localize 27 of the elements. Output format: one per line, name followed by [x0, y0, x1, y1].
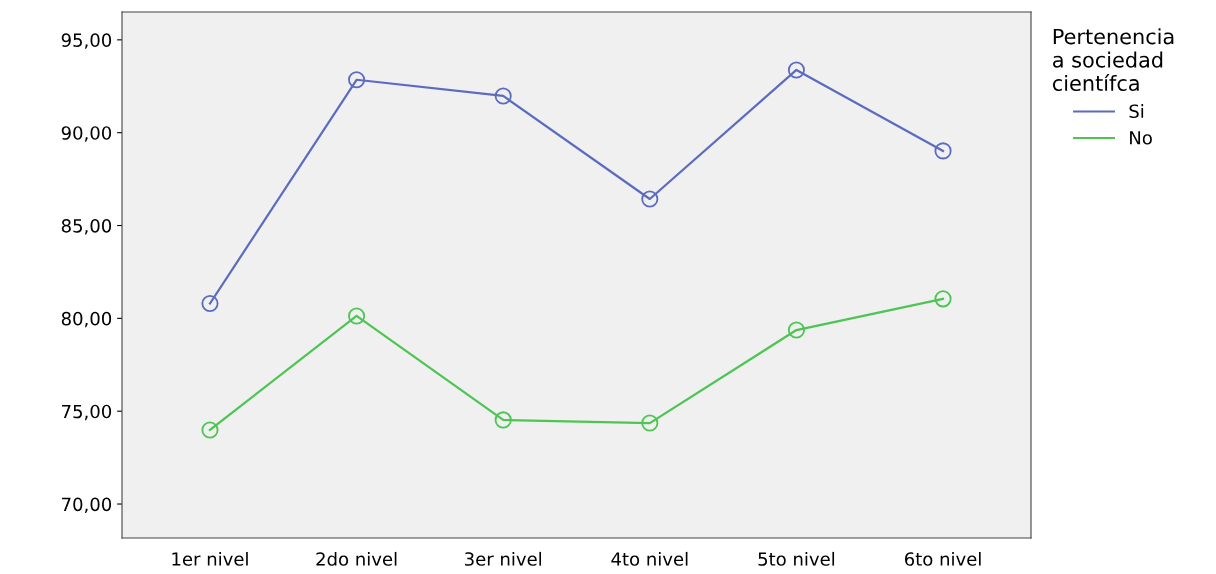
y-tick-label: 75,00 [62, 404, 112, 421]
x-tick-label: 6to nivel [904, 551, 981, 566]
point [494, 87, 512, 105]
legend-label: Si [1129, 104, 1144, 119]
x-tick-label: 3er nivel [465, 551, 542, 566]
x-tick-label: 1er nivel [172, 551, 248, 566]
legend-label: No [1130, 131, 1152, 145]
y-tick-label: 80,00 [61, 311, 112, 328]
point [787, 321, 805, 339]
point [641, 414, 659, 432]
point [934, 142, 952, 160]
point [641, 190, 659, 208]
point [348, 307, 366, 325]
y-tick-label: 90,00 [61, 126, 112, 142]
x-tick-label: 4to nivel [611, 551, 688, 566]
point [348, 71, 366, 89]
y-tick-label: 95,00 [61, 33, 112, 49]
point [494, 411, 512, 429]
legend-title: Pertenencia a sociedad científca [1052, 28, 1174, 92]
point [201, 421, 219, 439]
y-tick-label: 70,00 [62, 497, 112, 513]
point [787, 61, 805, 79]
x-tick-label: 2do nivel [316, 551, 397, 566]
x-tick-label: 5to nivel [758, 551, 835, 566]
point [934, 290, 952, 308]
y-tick-label: 85,00 [61, 218, 112, 235]
point [201, 294, 219, 313]
